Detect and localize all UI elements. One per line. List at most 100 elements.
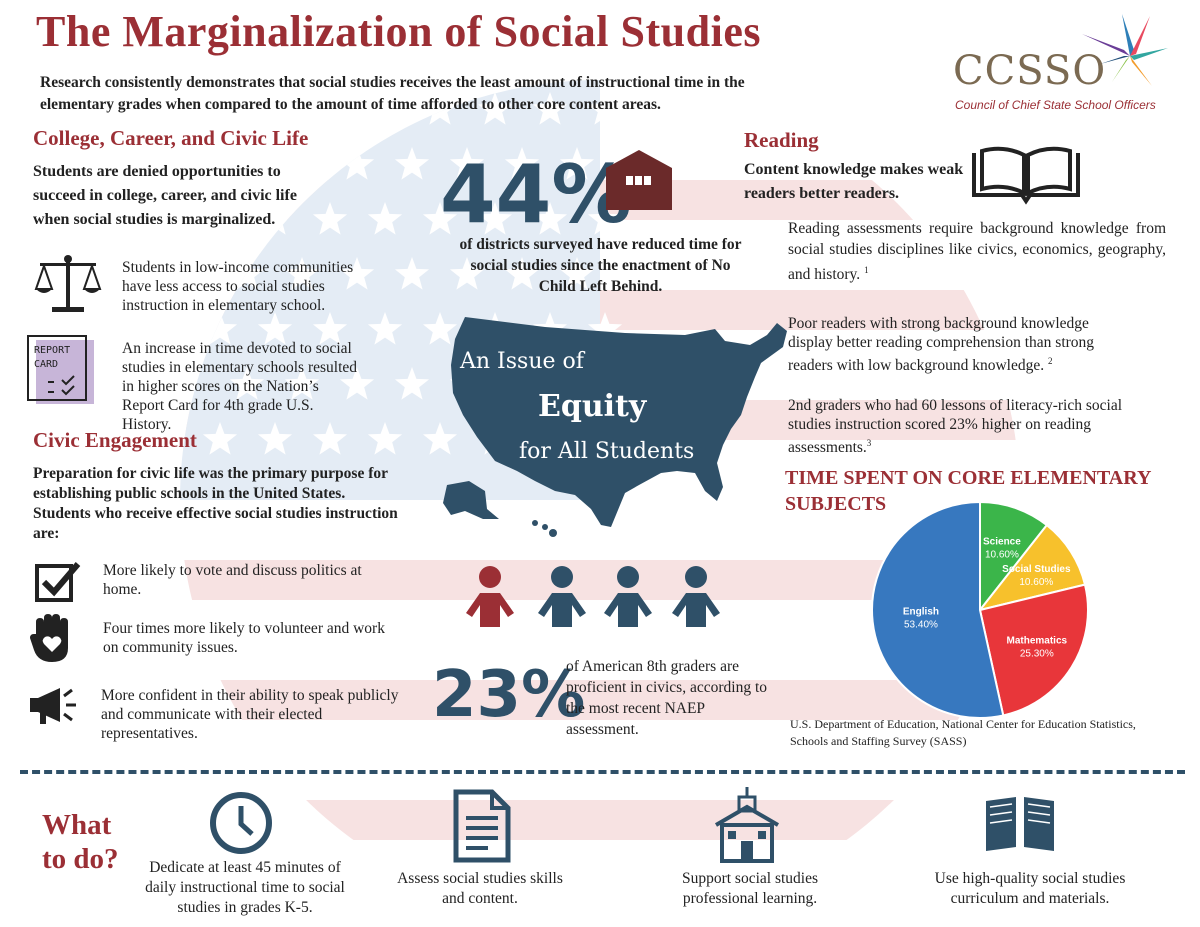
background-star [504,257,540,290]
scales-icon [34,253,102,315]
reading-item-1: Reading assessments require background k… [788,220,1166,284]
stat-44-value: 44% [440,148,632,241]
pie-label-value: 10.60% [1019,577,1053,588]
map-line-2: Equity [538,389,647,424]
background-star [394,257,430,290]
background-star [284,257,320,290]
pie-slice-science [979,500,1049,613]
college-item-1: Students in low-income communities have … [122,259,354,314]
person-icon-highlighted [466,566,514,627]
todo-item-3: Support social studies professional lear… [681,870,819,907]
background-star [532,92,568,125]
pie-slice-mathematics [978,583,1089,717]
background-star [229,367,265,400]
reading-item-2: Poor readers with strong background know… [788,315,1095,375]
section-divider [20,770,1185,774]
pie-label-name: Social Studies [1002,564,1071,575]
background-star [367,312,403,345]
background-star [587,92,623,125]
background-star [339,147,375,180]
civic-lead: Preparation for civic life was the prima… [33,465,398,542]
civic-item-1: More likely to vote and discuss politics… [103,562,362,598]
stat-44-text: of districts surveyed have reduced time … [459,236,742,295]
civic-item-2: Four times more likely to volunteer and … [103,620,385,656]
background-star [284,367,320,400]
background-star [339,367,375,400]
background-star [394,147,430,180]
people-icons [466,566,720,627]
background-star [229,257,265,290]
map-line-3: for All Students [519,439,695,464]
person-icon [538,566,586,627]
background-star [257,422,293,455]
background-star [559,147,595,180]
college-lead: Students are denied opportunities to suc… [33,163,297,228]
background-star [477,92,513,125]
report-card-label: REPORT CARD [34,345,71,370]
pie-slice-social-studies [977,523,1087,612]
reading-lead: Content knowledge makes weak readers bet… [744,161,964,202]
college-item-2: An increase in time devoted to social st… [122,340,358,433]
background-star [449,257,485,290]
ccsso-logo: CCSSO Council of Chief State School Offi… [945,8,1185,118]
reading-heading: Reading [744,128,819,152]
background-star [449,147,485,180]
map-line-1: An Issue of [460,349,584,374]
usa-map [443,317,787,537]
background-star [312,312,348,345]
reading-item-3: 2nd graders who had 60 lessons of litera… [788,397,1123,457]
person-icon [604,566,652,627]
logo-text: CCSSO [953,48,1107,94]
todo-item-2: Assess social studies skills and content… [397,870,563,907]
pie-label-name: Science [983,537,1021,548]
background-star [614,257,650,290]
person-icon [672,566,720,627]
checkbox-icon [34,560,82,604]
todo-item-4: Use high-quality social studies curricul… [934,870,1126,907]
logo-star-icon [1082,14,1168,86]
background-star [312,422,348,455]
hand-heart-icon [30,614,74,664]
background-star [422,422,458,455]
pie-chart: Science 10.60% Social Studies 10.60% Mathema… [871,500,1089,719]
pie-label-value: 53.40% [904,619,938,630]
megaphone-icon [30,686,78,726]
chart-source: U.S. Department of Education, National C… [790,717,1136,748]
pie-label-value: 10.60% [985,550,1019,561]
schoolhouse-icon [712,785,782,865]
chart-title: TIME SPENT ON CORE ELEMENTARY SUBJECTS [785,467,1151,515]
background-star [367,202,403,235]
background-star [504,147,540,180]
background-star [394,367,430,400]
background-star [202,312,238,345]
open-book-icon [982,793,1058,855]
report-card-icon: REPORT CARD [26,334,96,406]
background-star [257,312,293,345]
page-title: The Marginalization of Social Studies [36,7,761,56]
building-icon [604,150,674,210]
civic-item-3: More confident in their ability to speak… [101,687,399,742]
background-star [312,202,348,235]
background-star [587,312,623,345]
background-star [532,202,568,235]
stat-23-value: 23% [432,658,586,732]
stat-23-text: of American 8th graders are proficient i… [566,658,768,738]
background-star [422,202,458,235]
background-star [339,257,375,290]
todo-item-1: Dedicate at least 45 minutes of daily in… [145,859,345,916]
pie-label-name: Mathematics [1007,635,1068,646]
todo-heading: What to do? [42,809,119,875]
pie-label-value: 25.30% [1020,648,1054,659]
background-star [587,202,623,235]
clock-icon [208,790,274,856]
college-heading: College, Career, and Civic Life [33,126,309,150]
background-star [559,257,595,290]
pie-slice-english [871,500,1005,719]
background-star [477,202,513,235]
book-icon [970,145,1082,205]
background-star [422,312,458,345]
background-star [202,422,238,455]
pie-label-name: English [903,606,939,617]
document-icon [452,788,512,864]
